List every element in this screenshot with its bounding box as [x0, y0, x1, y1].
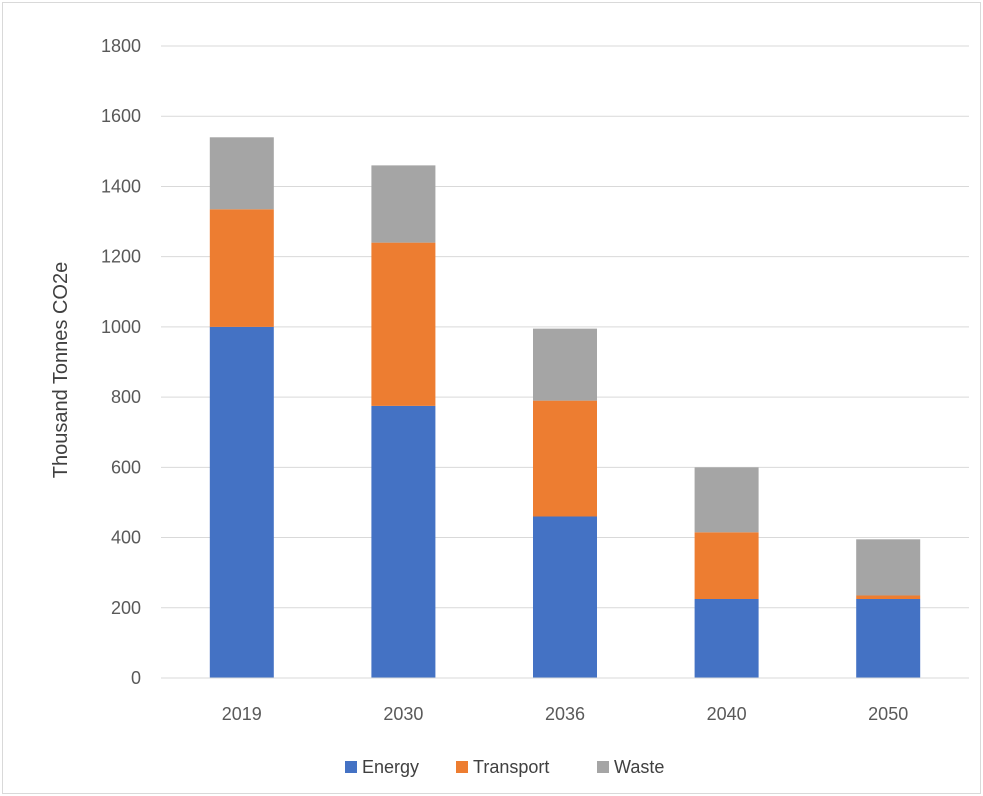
y-tick-label: 1000: [101, 317, 141, 337]
y-tick-label: 400: [111, 528, 141, 548]
x-tick-label: 2036: [545, 704, 585, 724]
bars: [209, 137, 921, 678]
y-tick-label: 1600: [101, 106, 141, 126]
axes: 0 200 400 600 800 1000 1200 1400 1600 1800 2019 203…: [101, 36, 969, 724]
legend-swatch-energy: [345, 761, 357, 773]
y-tick-label: 1400: [101, 176, 141, 196]
x-tick-label: 2030: [383, 704, 423, 724]
bar-waste-2030: [371, 165, 436, 243]
bar-transport-2019: [209, 209, 274, 327]
bar-waste-2050: [856, 539, 921, 596]
legend-swatch-transport: [456, 761, 468, 773]
bar-transport-2036: [533, 400, 597, 517]
bar-waste-2040: [694, 467, 759, 533]
y-tick-label: 1800: [101, 36, 141, 56]
x-tick-label: 2019: [222, 704, 262, 724]
bar-energy-2040: [694, 599, 759, 678]
y-tick-label: 800: [111, 387, 141, 407]
bar-waste-2036: [533, 328, 597, 401]
stacked-bar-chart: 0 200 400 600 800 1000 1200 1400 1600 1800 2019 203…: [50, 36, 969, 777]
bar-energy-2019: [209, 326, 274, 678]
legend-label-transport: Transport: [473, 757, 549, 777]
y-tick-label: 600: [111, 457, 141, 477]
y-axis-title: Thousand Tonnes CO2e: [50, 262, 72, 478]
legend-label-energy: Energy: [362, 757, 419, 777]
bar-transport-2030: [371, 242, 436, 406]
legend-label-waste: Waste: [614, 757, 664, 777]
bar-energy-2050: [856, 599, 921, 678]
x-tick-label: 2040: [707, 704, 747, 724]
bar-transport-2050: [856, 595, 921, 599]
bar-transport-2040: [694, 532, 759, 599]
legend-swatch-waste: [597, 761, 609, 773]
bar-waste-2019: [209, 137, 274, 210]
bar-energy-2036: [533, 516, 597, 678]
legend: Energy Transport Waste: [345, 757, 664, 777]
y-tick-label: 1200: [101, 247, 141, 267]
y-tick-label: 200: [111, 598, 141, 618]
y-tick-label: 0: [131, 668, 141, 688]
x-tick-label: 2050: [868, 704, 908, 724]
bar-energy-2030: [371, 405, 436, 678]
